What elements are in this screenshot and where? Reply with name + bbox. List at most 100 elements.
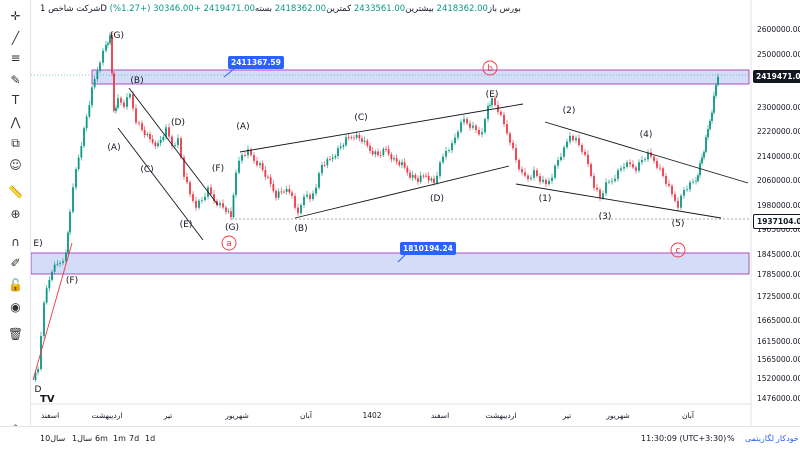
candle-body	[503, 114, 505, 125]
candle-body	[575, 138, 577, 141]
candle-body	[635, 167, 637, 171]
upper-zone-tag[interactable]: 2411367.59	[228, 56, 284, 69]
legend-close-label: بسته	[254, 4, 272, 14]
range-1d[interactable]: 1d	[145, 434, 156, 443]
legend-open-label: باز	[487, 4, 497, 14]
candle-body	[280, 191, 283, 193]
lock-drawing-icon[interactable]: ✐	[10, 255, 21, 270]
y-tick-label: 2500000.00	[757, 50, 800, 59]
candle-body	[677, 200, 679, 208]
candle-body	[650, 152, 652, 157]
y-tick-label: 2220000.00	[757, 127, 800, 136]
candle-body	[512, 142, 514, 149]
candle-body	[709, 120, 711, 130]
lower-zone-tag[interactable]: 1810194.24	[400, 242, 456, 255]
candle-body	[174, 145, 176, 146]
candle-body	[484, 119, 486, 133]
wave-label-w1: (1)	[539, 194, 552, 204]
trend-line-icon[interactable]: ╱	[11, 30, 20, 45]
candle-body	[436, 175, 438, 183]
candle-body	[614, 178, 616, 181]
text-icon[interactable]: T	[11, 92, 20, 107]
candle-body	[283, 191, 285, 193]
range-7d[interactable]: 7d	[129, 434, 140, 443]
fib-icon[interactable]: ⧉	[11, 136, 20, 150]
clock-time[interactable]: 11:30:09 (UTC+3:30)	[641, 434, 727, 443]
candle-body	[587, 154, 589, 165]
candle-body	[409, 172, 411, 178]
zoom-icon[interactable]: ⊕	[10, 206, 21, 221]
candle-body	[183, 157, 185, 177]
candle-body	[644, 159, 646, 161]
candle-body	[411, 174, 414, 178]
x-tick-label: اردیبهشت	[92, 411, 123, 420]
candle-body	[379, 155, 382, 156]
candle-body	[542, 179, 544, 182]
legend-symbol: شرکت شاخص	[48, 4, 101, 14]
candle-body	[425, 175, 427, 177]
log-scale-toggle[interactable]: لگاریتمی	[745, 434, 775, 443]
legend-high: 2433561.00	[353, 4, 406, 14]
candle-body	[711, 112, 713, 121]
candle-body	[489, 105, 491, 106]
pattern-icon[interactable]: ⋀	[10, 114, 21, 129]
wave-label-e2: (E)	[486, 90, 499, 100]
range-10y[interactable]: 10سال	[40, 434, 66, 443]
magnet-icon[interactable]: ∩	[11, 234, 20, 249]
ruler-icon[interactable]: 📏	[8, 184, 23, 199]
candle-body	[149, 133, 151, 140]
candle-body	[111, 35, 113, 74]
range-6m[interactable]: 6m	[95, 434, 108, 443]
price-chart[interactable]: 2600000.002500000.002400000.002300000.00…	[31, 0, 800, 426]
candle-body	[62, 261, 64, 263]
candle-body	[401, 162, 403, 166]
candle-body	[551, 177, 553, 181]
range-1m[interactable]: 1m	[113, 434, 126, 443]
candle-body	[653, 156, 655, 161]
candle-body	[309, 194, 311, 200]
candle-body	[518, 160, 520, 170]
range-1y[interactable]: 1سال	[72, 434, 93, 443]
percent-toggle[interactable]: %	[727, 434, 735, 443]
candle-body	[53, 264, 56, 272]
candle-body	[605, 182, 607, 194]
trash-icon[interactable]: 🗑	[7, 326, 24, 341]
eye-icon[interactable]: ◉	[10, 299, 21, 314]
candle-body	[527, 175, 529, 179]
candle-body	[393, 158, 395, 160]
candle-body	[186, 176, 188, 183]
candle-body	[56, 263, 59, 265]
y-tick-label: 1905000.00	[757, 225, 800, 234]
lock-icon[interactable]: 🔓	[8, 277, 23, 292]
candle-body	[256, 160, 258, 166]
candle-body	[138, 122, 140, 124]
horizontal-line-icon[interactable]: ≡	[10, 50, 21, 65]
wave-label-top-g: (G)	[110, 31, 124, 41]
candle-body	[545, 179, 547, 185]
wave-label-d-small: D	[35, 385, 42, 395]
candle-body	[623, 166, 625, 169]
candle-body	[395, 158, 398, 162]
candle-body	[69, 211, 71, 233]
candle-body	[80, 146, 83, 158]
candle-body	[638, 162, 640, 171]
candle-body	[323, 165, 326, 166]
legend-close: 2419471.00	[203, 4, 255, 14]
channel-upper-mid	[239, 103, 524, 153]
auto-scale-toggle[interactable]: خودکار	[776, 434, 799, 443]
brush-icon[interactable]: ✎	[10, 72, 21, 87]
wave-label-b1: (B)	[130, 76, 143, 86]
candle-body	[689, 182, 691, 190]
emoji-icon[interactable]: ☺	[9, 157, 22, 172]
lower-zone	[31, 252, 750, 275]
candle-body	[491, 98, 493, 106]
chart-area[interactable]: 2600000.002500000.002400000.002300000.00…	[31, 0, 800, 426]
candle-body	[85, 116, 88, 129]
level-price-tag: 1937104.00	[753, 214, 800, 229]
candle-body	[59, 262, 61, 264]
crosshair-icon[interactable]: ✛	[10, 8, 21, 23]
candle-body	[406, 167, 409, 173]
y-tick-label: 1615000.00	[757, 337, 800, 346]
x-tick-label: تیر	[163, 411, 173, 420]
legend-low-label: کمترین	[326, 4, 352, 14]
